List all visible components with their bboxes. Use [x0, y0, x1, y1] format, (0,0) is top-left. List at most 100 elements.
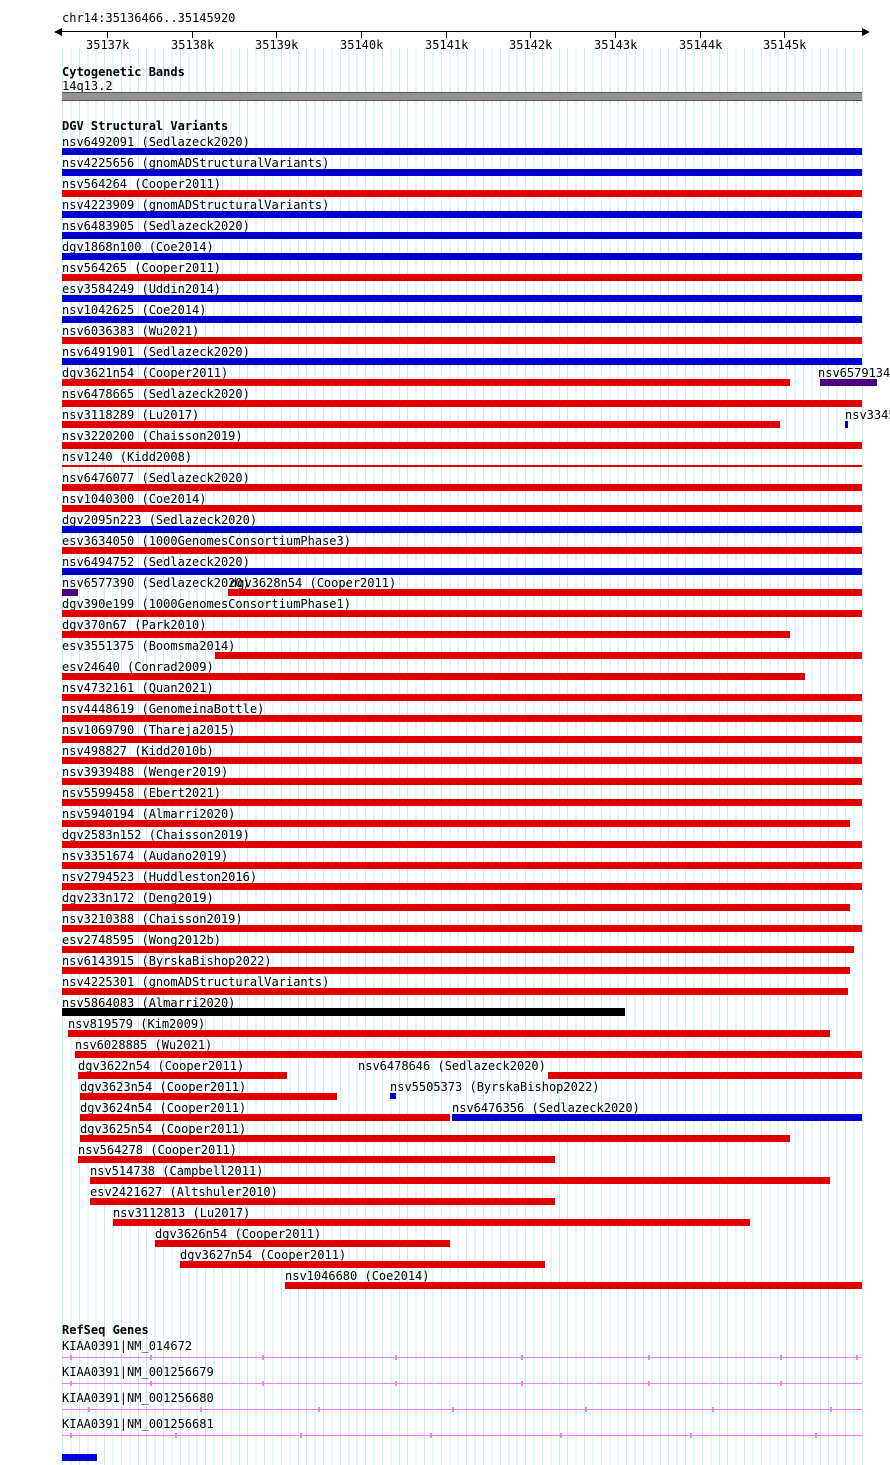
variant-bar[interactable] [62, 148, 862, 155]
variant-label[interactable]: nsv6143915 (ByrskaBishop2022) [62, 954, 272, 968]
variant-label[interactable]: nsv5599458 (Ebert2021) [62, 786, 221, 800]
variant-bar[interactable] [820, 379, 877, 386]
variant-bar[interactable] [62, 295, 862, 302]
gene-line[interactable] [62, 1409, 862, 1410]
variant-label[interactable]: nsv6476077 (Sedlazeck2020) [62, 471, 250, 485]
variant-label[interactable]: nsv5864083 (Almarri2020) [62, 996, 236, 1010]
variant-label[interactable]: dgv3623n54 (Cooper2011) [80, 1080, 247, 1094]
variant-label[interactable]: esv3551375 (Boomsma2014) [62, 639, 236, 653]
variant-label[interactable]: nsv6478665 (Sedlazeck2020) [62, 387, 250, 401]
variant-bar[interactable] [62, 547, 862, 554]
variant-label[interactable]: nsv6494752 (Sedlazeck2020) [62, 555, 250, 569]
variant-label[interactable]: dgv2095n223 (Sedlazeck2020) [62, 513, 258, 527]
variant-bar[interactable] [62, 736, 862, 743]
gene-line[interactable] [62, 1383, 862, 1384]
variant-label[interactable]: nsv4225656 (gnomADStructuralVariants) [62, 156, 330, 170]
variant-label[interactable]: nsv3939488 (Wenger2019) [62, 765, 229, 779]
variant-bar[interactable] [62, 967, 850, 974]
variant-bar[interactable] [62, 1008, 625, 1016]
variant-label[interactable]: dgv3621n54 (Cooper2011) [62, 366, 229, 380]
variant-label[interactable]: nsv498827 (Kidd2010b) [62, 744, 214, 758]
variant-label[interactable]: dgv233n172 (Deng2019) [62, 891, 214, 905]
variant-label[interactable]: nsv564278 (Cooper2011) [78, 1143, 237, 1157]
variant-label[interactable]: nsv3210388 (Chaisson2019) [62, 912, 243, 926]
variant-bar[interactable] [62, 190, 862, 197]
variant-label[interactable]: nsv6492091 (Sedlazeck2020) [62, 135, 250, 149]
variant-label[interactable]: nsv5940194 (Almarri2020) [62, 807, 236, 821]
variant-bar[interactable] [62, 253, 862, 260]
cytoband-bar[interactable] [62, 92, 862, 101]
variant-label[interactable]: nsv3118289 (Lu2017) [62, 408, 200, 422]
variant-label[interactable]: dgv3627n54 (Cooper2011) [180, 1248, 347, 1262]
variant-label[interactable]: nsv33457 [845, 408, 890, 422]
variant-bar[interactable] [62, 841, 862, 848]
variant-bar[interactable] [62, 862, 862, 869]
variant-bar[interactable] [62, 400, 862, 407]
variant-bar[interactable] [62, 715, 862, 722]
variant-bar[interactable] [62, 337, 862, 344]
variant-label[interactable]: esv2748595 (Wong2012b) [62, 933, 221, 947]
variant-bar[interactable] [62, 799, 862, 806]
variant-bar[interactable] [62, 358, 862, 365]
variant-bar[interactable] [62, 946, 854, 953]
variant-label[interactable]: dgv370n67 (Park2010) [62, 618, 207, 632]
variant-label[interactable]: nsv6028885 (Wu2021) [75, 1038, 213, 1052]
variant-bar[interactable] [845, 421, 848, 428]
variant-bar[interactable] [62, 316, 862, 323]
variant-label[interactable]: nsv6476356 (Sedlazeck2020) [452, 1101, 640, 1115]
variant-bar[interactable] [62, 589, 78, 596]
variant-label[interactable]: nsv6036383 (Wu2021) [62, 324, 200, 338]
variant-bar[interactable] [62, 820, 850, 827]
variant-label[interactable]: dgv3622n54 (Cooper2011) [78, 1059, 245, 1073]
variant-label[interactable]: nsv1240 (Kidd2008) [62, 450, 193, 464]
variant-label[interactable]: dgv3624n54 (Cooper2011) [80, 1101, 247, 1115]
variant-bar[interactable] [75, 1051, 862, 1058]
variant-bar[interactable] [62, 778, 862, 785]
variant-label[interactable]: nsv3112813 (Lu2017) [113, 1206, 251, 1220]
variant-bar[interactable] [285, 1282, 862, 1289]
variant-label[interactable]: dgv3626n54 (Cooper2011) [155, 1227, 322, 1241]
variant-label[interactable]: nsv4448619 (GenomeinaBottle) [62, 702, 265, 716]
variant-bar[interactable] [62, 610, 862, 617]
variant-label[interactable]: nsv1042625 (Coe2014) [62, 303, 207, 317]
variant-bar[interactable] [62, 274, 862, 281]
variant-bar[interactable] [62, 505, 862, 512]
gene-line[interactable] [62, 1435, 862, 1436]
variant-label[interactable]: nsv1040300 (Coe2014) [62, 492, 207, 506]
variant-label[interactable]: nsv3220200 (Chaisson2019) [62, 429, 243, 443]
variant-bar[interactable] [113, 1219, 750, 1226]
variant-bar[interactable] [62, 379, 790, 386]
variant-label[interactable]: nsv6577390 (Sedlazeck2020) [62, 576, 250, 590]
variant-bar[interactable] [90, 1177, 830, 1184]
variant-bar[interactable] [62, 465, 862, 467]
variant-label[interactable]: nsv819579 (Kim2009) [68, 1017, 206, 1031]
variant-bar[interactable] [68, 1030, 830, 1037]
variant-label[interactable]: nsv4223909 (gnomADStructuralVariants) [62, 198, 330, 212]
variant-bar[interactable] [78, 1156, 555, 1163]
variant-bar[interactable] [62, 421, 780, 428]
variant-bar[interactable] [80, 1114, 450, 1121]
variant-bar[interactable] [215, 652, 862, 659]
variant-label[interactable]: nsv514738 (Campbell2011) [90, 1164, 264, 1178]
variant-bar[interactable] [452, 1114, 862, 1121]
variant-label[interactable]: esv24640 (Conrad2009) [62, 660, 214, 674]
gene-label[interactable]: KIAA0391|NM_001256679 [62, 1365, 214, 1379]
variant-label[interactable]: nsv6491901 (Sedlazeck2020) [62, 345, 250, 359]
variant-label[interactable]: nsv6579134 ( [818, 366, 890, 380]
variant-label[interactable]: nsv5505373 (ByrskaBishop2022) [390, 1080, 600, 1094]
variant-label[interactable]: nsv4732161 (Quan2021) [62, 681, 214, 695]
variant-bar[interactable] [62, 757, 862, 764]
variant-bar[interactable] [80, 1135, 790, 1142]
variant-bar[interactable] [62, 211, 862, 218]
variant-label[interactable]: nsv4225301 (gnomADStructuralVariants) [62, 975, 330, 989]
variant-bar[interactable] [62, 169, 862, 176]
gene-label[interactable]: KIAA0391|NM_001256680 [62, 1391, 214, 1405]
variant-label[interactable]: dgv390e199 (1000GenomesConsortiumPhase1) [62, 597, 351, 611]
variant-label[interactable]: dgv2583n152 (Chaisson2019) [62, 828, 250, 842]
variant-label[interactable]: nsv3351674 (Audano2019) [62, 849, 229, 863]
variant-bar[interactable] [62, 484, 862, 491]
variant-label[interactable]: nsv564264 (Cooper2011) [62, 177, 221, 191]
variant-label[interactable]: dgv3628n54 (Cooper2011) [230, 576, 397, 590]
variant-bar[interactable] [80, 1093, 337, 1100]
variant-bar[interactable] [390, 1093, 396, 1099]
